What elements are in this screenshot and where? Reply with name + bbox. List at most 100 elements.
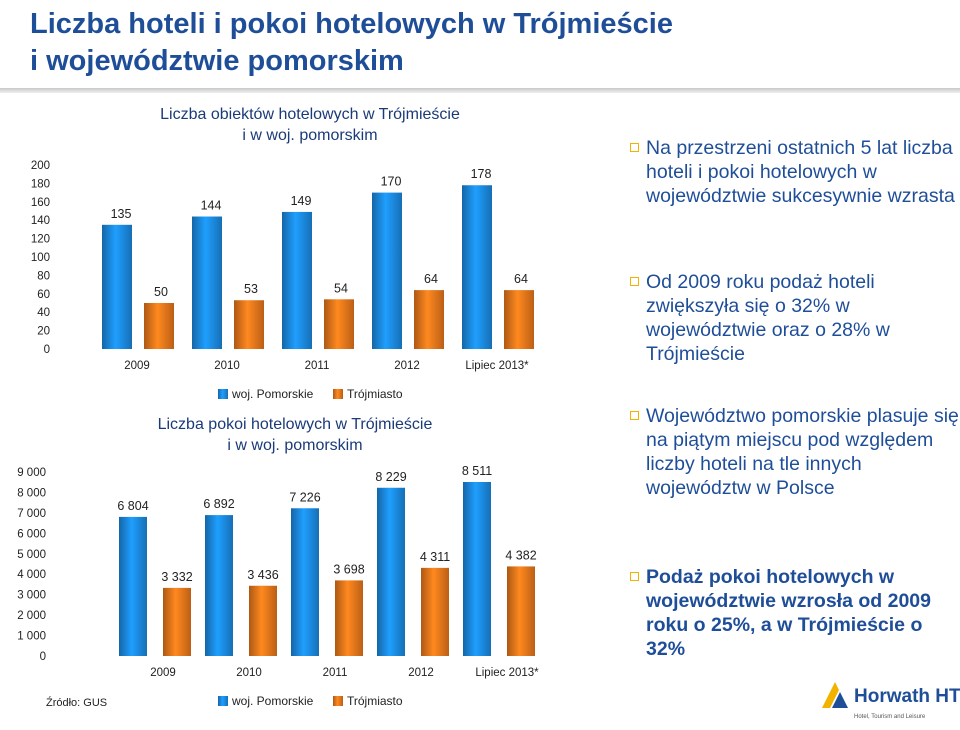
y-tick-label: 60 (37, 289, 50, 301)
bullet-item: Od 2009 roku podaż hoteli zwiększyła się… (630, 270, 960, 366)
y-tick-label: 8 000 (17, 487, 46, 499)
page-title-line-2: i województwie pomorskim (30, 45, 404, 77)
y-tick-label: 5 000 (17, 549, 46, 561)
y-tick-label: 160 (31, 197, 50, 209)
logo-name: Horwath HTL (854, 686, 960, 707)
bullet-item: Na przestrzeni ostatnich 5 lat liczba ho… (630, 136, 960, 208)
y-tick-label: 6 000 (17, 528, 46, 540)
bar-value-label: 6 892 (203, 497, 234, 511)
x-tick-label: 2012 (408, 667, 434, 679)
bullet-square-icon (630, 572, 639, 581)
bar (377, 487, 405, 656)
y-tick-label: 120 (31, 234, 50, 246)
legend-swatch (333, 389, 343, 399)
bullet-text: Od 2009 roku podaż hoteli zwiększyła się… (646, 271, 890, 365)
legend-swatch (333, 696, 343, 706)
y-tick-label: 2 000 (17, 610, 46, 622)
legend-label: Trójmiasto (347, 694, 403, 708)
bar-value-label: 170 (381, 175, 402, 189)
bar-value-label: 3 698 (333, 562, 364, 576)
y-tick-label: 20 (37, 326, 50, 338)
bar-value-label: 178 (471, 167, 492, 181)
bullet-item: Podaż pokoi hotelowych w województwie wz… (630, 565, 960, 661)
bullet-text: Na przestrzeni ostatnich 5 lat liczba ho… (646, 137, 955, 207)
bar-value-label: 144 (201, 199, 222, 213)
bullet-square-icon (630, 411, 639, 420)
y-tick-label: 1 000 (17, 631, 46, 643)
x-tick-label: 2010 (214, 360, 240, 372)
bar (249, 585, 277, 656)
legend-label: Trójmiasto (347, 387, 403, 401)
hotel-rooms-chart: Liczba pokoi hotelowych w Trójmieście i w… (17, 416, 539, 708)
x-tick-label: 2009 (150, 667, 176, 679)
bar (205, 515, 233, 656)
x-tick-label: 2009 (124, 360, 150, 372)
legend-label: woj. Pomorskie (231, 694, 314, 708)
bar (324, 299, 354, 349)
chart-title-line: i w woj. pomorskim (227, 437, 362, 454)
y-tick-label: 100 (31, 252, 50, 264)
x-tick-label: 2010 (236, 667, 262, 679)
bar-value-label: 4 382 (505, 548, 536, 562)
bar-value-label: 8 229 (375, 470, 406, 484)
bar-value-label: 3 332 (161, 570, 192, 584)
bar (507, 566, 535, 656)
y-tick-label: 0 (44, 344, 50, 356)
bar-value-label: 53 (244, 282, 258, 296)
x-tick-label: 2012 (394, 360, 420, 372)
page-title: Liczba hoteli i pokoi hotelowych w Trójm… (30, 6, 850, 80)
chart-title-line: Liczba pokoi hotelowych w Trójmieście (158, 416, 433, 433)
page-title-line-1: Liczba hoteli i pokoi hotelowych w Trójm… (30, 8, 673, 40)
bar (119, 516, 147, 656)
bar (234, 300, 264, 349)
legend-swatch (218, 389, 228, 399)
bar (192, 216, 222, 349)
bar-value-label: 135 (111, 207, 132, 221)
bar-value-label: 6 804 (117, 499, 148, 513)
bullet-text: Podaż pokoi hotelowych w województwie wz… (646, 566, 931, 660)
source-note: Źródło: GUS (46, 697, 108, 709)
bar-value-label: 64 (514, 272, 528, 286)
bar (372, 192, 402, 349)
bar (504, 290, 534, 349)
chart-title-line: Liczba obiektów hotelowych w Trójmieście (160, 106, 460, 123)
y-tick-label: 180 (31, 178, 50, 190)
legend-swatch (218, 696, 228, 706)
y-tick-label: 0 (40, 651, 46, 663)
y-tick-label: 3 000 (17, 590, 46, 602)
y-tick-label: 9 000 (17, 467, 46, 479)
y-tick-label: 40 (37, 307, 50, 319)
x-tick-label: Lipiec 2013* (475, 667, 539, 679)
title-divider (0, 88, 960, 93)
bar-value-label: 64 (424, 272, 438, 286)
bar (282, 211, 312, 349)
y-tick-label: 80 (37, 270, 50, 282)
bar-value-label: 7 226 (289, 490, 320, 504)
hotel-count-chart: Liczba obiektów hotelowych w Trójmieście… (31, 106, 534, 401)
bar-value-label: 4 311 (420, 550, 450, 564)
chart-title-line: i w woj. pomorskim (242, 127, 377, 144)
logo-tagline: Hotel, Tourism and Leisure (854, 714, 926, 720)
bar (414, 290, 444, 349)
x-tick-label: 2011 (305, 360, 330, 372)
legend-label: woj. Pomorskie (231, 387, 314, 401)
horwath-logo: Horwath HTL Hotel, Tourism and Leisure (818, 678, 960, 726)
bar (335, 580, 363, 656)
horwath-logo-icon (822, 682, 848, 708)
bar (421, 567, 449, 656)
y-tick-label: 7 000 (17, 508, 46, 520)
bar-value-label: 3 436 (247, 568, 278, 582)
bar-value-label: 149 (291, 194, 312, 208)
bar (163, 587, 191, 656)
bullet-square-icon (630, 143, 639, 152)
bar-value-label: 50 (154, 285, 168, 299)
bullet-item: Województwo pomorskie plasuje się na pią… (630, 404, 960, 500)
bullet-text: Województwo pomorskie plasuje się na pią… (646, 405, 959, 499)
bar-value-label: 8 511 (462, 464, 492, 478)
bar (291, 508, 319, 656)
x-tick-label: 2011 (323, 667, 348, 679)
bar (102, 224, 132, 349)
bar-value-label: 54 (334, 281, 348, 295)
bar (144, 303, 174, 349)
bullet-square-icon (630, 277, 639, 286)
